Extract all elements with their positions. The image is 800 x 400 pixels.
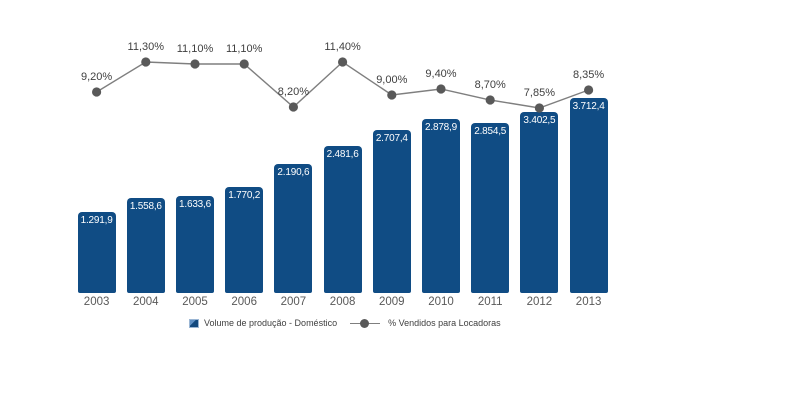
bar-series-swatch-icon bbox=[189, 318, 199, 328]
bar-2010: 2.878,9 bbox=[422, 119, 460, 293]
line-point-label: 11,10% bbox=[225, 43, 263, 55]
bar-value-label: 3.712,4 bbox=[572, 101, 605, 112]
bar-value-label: 3.402,5 bbox=[523, 115, 556, 126]
bar-2004: 1.558,6 bbox=[126, 198, 165, 293]
bar-2009: 2.707,4 bbox=[372, 130, 411, 293]
bar-value-label: 2.854,5 bbox=[474, 126, 507, 137]
line-point-label: 11,10% bbox=[176, 43, 214, 55]
line-marker-icon bbox=[360, 318, 370, 328]
line-point-label: 9,20% bbox=[80, 71, 113, 83]
x-axis-label-2009: 2009 bbox=[379, 296, 405, 308]
bar-value-label: 1.633,6 bbox=[179, 199, 211, 210]
line-point-label: 7,85% bbox=[523, 87, 555, 99]
x-axis-label-2011: 2011 bbox=[477, 296, 503, 308]
bar-value-label: 2.481,6 bbox=[326, 149, 359, 160]
bar-2008: 2.481,6 bbox=[323, 146, 362, 293]
bar-2011: 2.854,5 bbox=[471, 123, 510, 293]
bar-value-label: 2.190,6 bbox=[277, 167, 310, 178]
x-axis-label-2013: 2013 bbox=[575, 296, 602, 308]
bar-2007: 2.190,6 bbox=[274, 164, 313, 293]
bar-value-label: 2.878,9 bbox=[425, 122, 457, 133]
legend-label-bars: Volume de produção - Doméstico bbox=[204, 318, 338, 328]
bar-2013: 3.712,4 bbox=[569, 98, 608, 293]
x-axis-label-2003: 2003 bbox=[83, 296, 110, 308]
bar-2006: 1.770,2 bbox=[225, 187, 264, 293]
x-axis-label-2007: 2007 bbox=[280, 296, 307, 308]
x-axis-label-2010: 2010 bbox=[428, 296, 454, 308]
x-axis-label-2004: 2004 bbox=[133, 296, 159, 308]
x-axis-label-2008: 2008 bbox=[329, 296, 356, 308]
line-point-label: 11,40% bbox=[324, 41, 361, 53]
line-point-label: 11,30% bbox=[127, 41, 165, 53]
bar-2005: 1.633,6 bbox=[176, 196, 214, 293]
bar-2012: 3.402,5 bbox=[520, 112, 559, 293]
line-point-label: 8,35% bbox=[572, 69, 605, 81]
bar-value-label: 1.558,6 bbox=[129, 201, 162, 212]
legend: Volume de produção - Doméstico % Vendido… bbox=[189, 315, 501, 331]
bar-value-label: 1.291,9 bbox=[80, 215, 113, 226]
bar-value-label: 2.707,4 bbox=[375, 133, 408, 144]
line-series-swatch-icon bbox=[350, 318, 381, 329]
x-axis-label-2006: 2006 bbox=[231, 296, 257, 308]
line-point-label: 8,20% bbox=[277, 86, 309, 98]
bar-2003: 1.291,9 bbox=[77, 212, 116, 293]
legend-label-line: % Vendidos para Locadoras bbox=[388, 318, 501, 328]
x-axis-label-2012: 2012 bbox=[526, 296, 553, 308]
x-axis-label-2005: 2005 bbox=[182, 296, 208, 308]
bar-value-label: 1.770,2 bbox=[228, 190, 261, 201]
